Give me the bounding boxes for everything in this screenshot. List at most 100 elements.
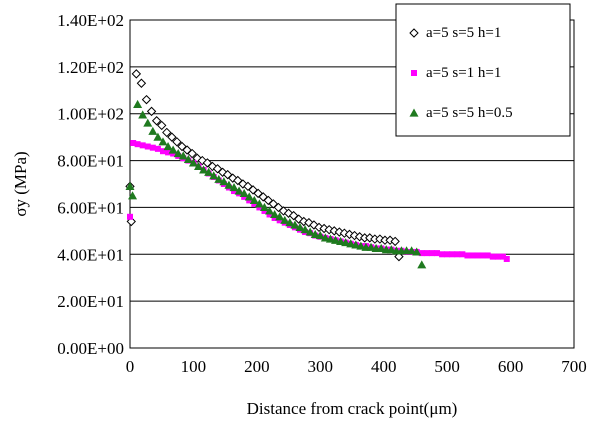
data-point — [464, 252, 471, 259]
legend: a=5 s=5 h=1 a=5 s=1 h=1 a=5 s=5 h=0.5 — [395, 3, 571, 137]
data-points — [125, 69, 510, 269]
data-point — [270, 209, 280, 219]
data-point — [131, 69, 142, 79]
data-point — [469, 252, 476, 259]
data-point — [315, 231, 325, 240]
data-point — [249, 195, 259, 204]
data-point — [154, 145, 161, 152]
legend-label: a=5 s=5 h=1 — [426, 25, 501, 41]
data-point — [178, 151, 188, 160]
data-point — [310, 229, 320, 238]
data-point — [494, 253, 501, 260]
data-point — [151, 116, 162, 126]
data-point — [336, 236, 346, 245]
x-tick-label: 600 — [498, 357, 524, 376]
data-point — [479, 252, 486, 259]
data-point — [305, 227, 315, 236]
series-1 — [125, 69, 404, 262]
x-tick-label: 400 — [371, 357, 397, 376]
data-point — [188, 158, 198, 167]
data-point — [428, 250, 435, 257]
data-point — [407, 246, 417, 255]
data-point — [300, 225, 310, 234]
y-tick-label: 6.00E+01 — [57, 198, 124, 217]
x-tick-label: 0 — [126, 357, 135, 376]
data-point — [386, 245, 396, 254]
data-point — [356, 241, 366, 250]
data-point — [128, 191, 138, 200]
data-point — [224, 180, 234, 189]
data-point — [143, 118, 153, 127]
data-point — [351, 240, 361, 249]
data-point — [209, 171, 219, 180]
data-point — [214, 174, 224, 183]
data-point — [194, 161, 204, 171]
data-point — [259, 202, 269, 212]
data-point — [153, 132, 163, 141]
data-point — [162, 127, 172, 138]
data-point — [341, 238, 351, 247]
data-point — [449, 251, 456, 258]
data-point — [167, 132, 177, 142]
data-point — [418, 250, 425, 257]
data-point — [234, 186, 244, 195]
data-point — [146, 106, 157, 117]
data-point — [138, 110, 148, 119]
data-point — [254, 199, 264, 208]
data-point — [136, 78, 147, 88]
legend-marker — [409, 28, 419, 38]
data-point — [376, 243, 386, 253]
data-point — [290, 220, 300, 229]
data-point — [183, 154, 193, 163]
data-point — [127, 213, 133, 220]
x-tick-label: 300 — [308, 357, 334, 376]
x-tick-label: 100 — [181, 357, 207, 376]
data-point — [163, 142, 173, 151]
data-point — [320, 233, 330, 242]
data-point — [417, 260, 427, 269]
data-point — [295, 222, 305, 231]
y-tick-label: 1.40E+02 — [57, 11, 124, 30]
y-axis-title: σy (MPa) — [11, 151, 30, 216]
data-point — [130, 140, 137, 146]
y-tick-label: 0.00E+00 — [57, 339, 124, 358]
data-point — [499, 253, 506, 260]
legend-marker — [411, 70, 417, 76]
series-3 — [125, 99, 427, 269]
data-point — [423, 250, 430, 257]
data-point — [165, 149, 172, 156]
x-axis-title: Distance from crack point(μm) — [247, 399, 458, 418]
data-point — [157, 120, 167, 131]
data-point — [229, 183, 239, 192]
data-point — [454, 251, 461, 258]
legend-label: a=5 s=5 h=0.5 — [426, 105, 513, 121]
data-point — [139, 142, 146, 149]
data-point — [125, 181, 135, 190]
data-point — [173, 149, 183, 158]
data-point — [280, 215, 290, 224]
data-point — [239, 188, 249, 197]
x-tick-label: 700 — [561, 357, 587, 376]
data-point — [244, 192, 254, 201]
legend-box — [395, 3, 571, 137]
data-point — [325, 234, 335, 243]
legend-marker — [409, 108, 419, 117]
legend-label: a=5 s=1 h=1 — [426, 65, 501, 81]
data-point — [265, 206, 275, 215]
data-point — [366, 242, 376, 251]
data-point — [159, 148, 166, 155]
data-point — [484, 252, 491, 259]
data-point — [133, 99, 143, 108]
data-point — [148, 126, 158, 135]
y-tick-label: 4.00E+01 — [57, 245, 124, 264]
data-point — [412, 247, 422, 256]
data-point — [141, 94, 152, 105]
data-point — [149, 144, 156, 151]
data-point — [474, 252, 481, 259]
data-point — [433, 250, 440, 257]
data-point — [204, 167, 214, 176]
y-tick-label: 2.00E+01 — [57, 292, 124, 311]
data-point — [459, 251, 466, 258]
data-point — [168, 145, 178, 154]
data-point — [134, 141, 141, 148]
